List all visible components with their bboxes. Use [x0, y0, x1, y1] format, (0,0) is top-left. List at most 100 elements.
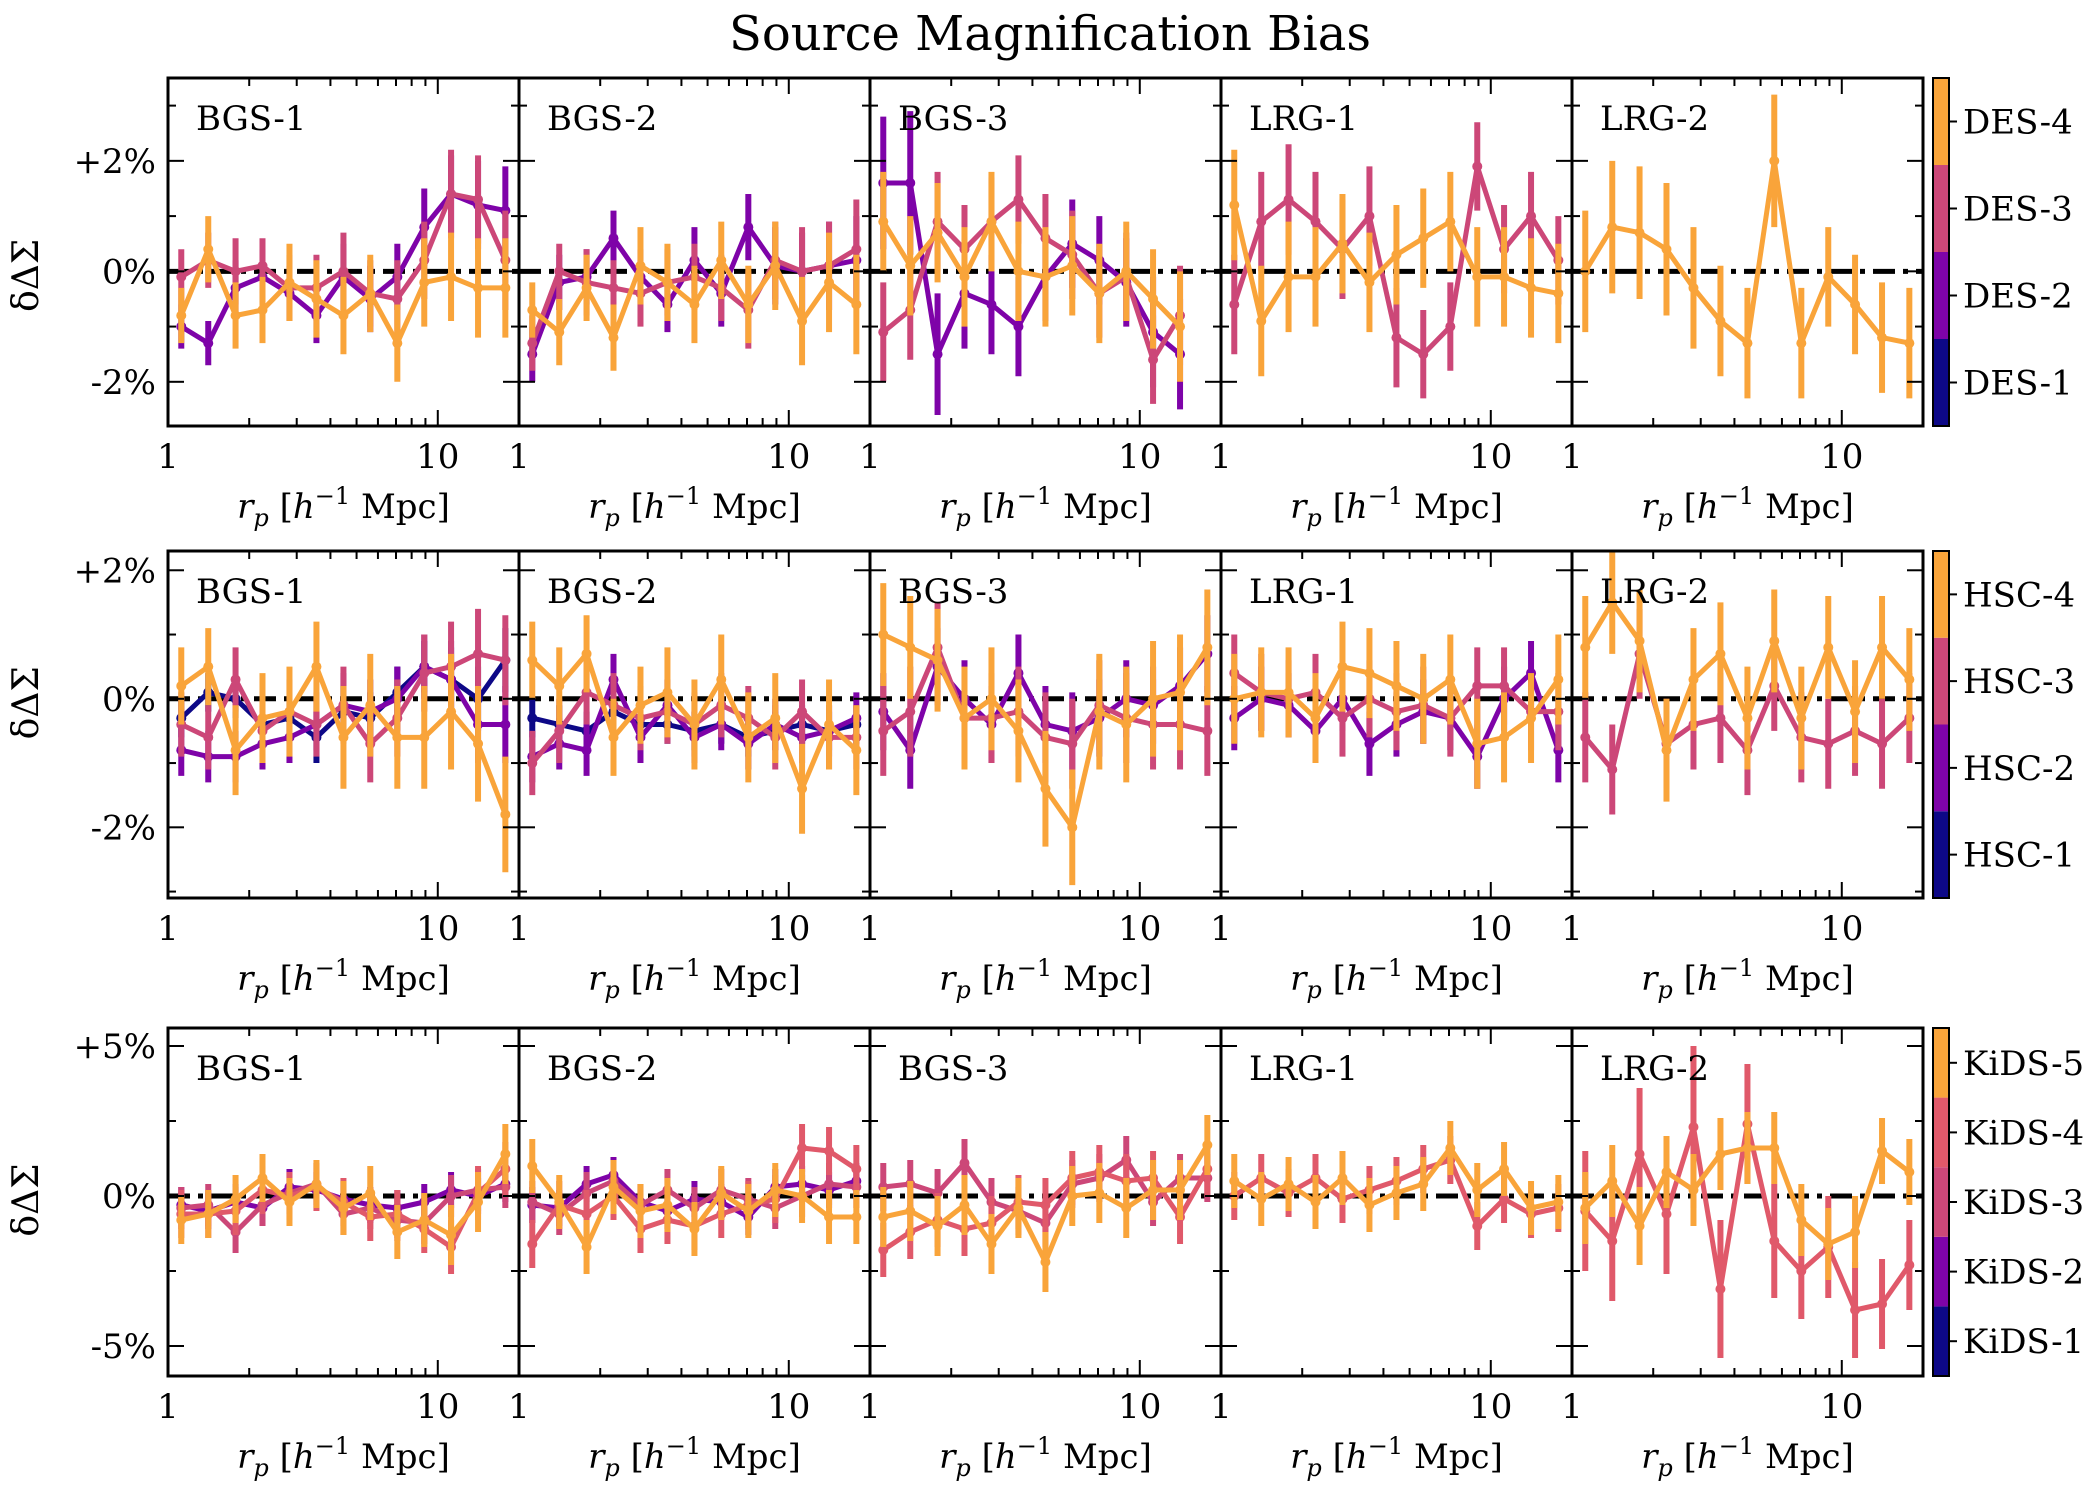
- data-point: [1391, 680, 1402, 691]
- data-point: [608, 1182, 619, 1192]
- colorbar-frame: [1932, 1027, 1950, 1377]
- data-point: [527, 1161, 538, 1171]
- data-point: [851, 1164, 862, 1174]
- x-tick-label: 10: [767, 437, 810, 477]
- series-kids-5: [1580, 1112, 1915, 1280]
- data-point: [1607, 597, 1618, 608]
- data-point: [1040, 1200, 1051, 1210]
- data-point: [1661, 1209, 1672, 1219]
- data-point: [473, 1197, 484, 1207]
- x-tick-label: 10: [1469, 1387, 1512, 1427]
- data-point: [1499, 271, 1510, 282]
- data-point: [1229, 200, 1240, 211]
- data-point: [1067, 1191, 1078, 1201]
- data-point: [1742, 1143, 1753, 1153]
- data-point: [932, 227, 943, 238]
- panel-hsc-bgs-1: 1 10 +2% 0% -2% BGS-1 rp [h−1 Mpc]: [74, 549, 521, 1004]
- data-point: [392, 338, 403, 349]
- data-point: [1310, 713, 1321, 724]
- data-point: [1418, 349, 1429, 360]
- series-kids-5: [176, 1124, 511, 1265]
- panel-des-bgs-3: 1 10 BGS-3 rp [h−1 Mpc]: [859, 76, 1223, 532]
- data-point: [1364, 211, 1375, 222]
- data-point: [932, 349, 943, 360]
- data-point: [878, 327, 889, 338]
- y-tick-label: 0%: [102, 252, 156, 292]
- colorbar-segment: [1933, 1097, 1949, 1168]
- colorbar-label: HSC-2: [1963, 749, 2075, 789]
- x-tick-label: 10: [1118, 909, 1161, 949]
- row-hsc: δΔΣ 1 10 +2% 0% -2% BGS-1 rp [h−1 Mpc] 1 10 BGS-2 r…: [6, 549, 2075, 1004]
- data-point: [500, 655, 511, 666]
- y-tick-label: +5%: [74, 1027, 156, 1067]
- data-point: [932, 655, 943, 666]
- data-point: [1607, 764, 1618, 775]
- x-tick-label: 10: [416, 1387, 459, 1427]
- data-point: [689, 719, 700, 730]
- panel-des-lrg-2: 1 10 LRG-2 rp [h−1 Mpc]: [1561, 76, 1925, 532]
- y-tick-label: 0%: [102, 680, 156, 720]
- data-point: [1148, 354, 1159, 365]
- x-tick-label: 1: [1561, 1387, 1583, 1427]
- data-point: [1418, 233, 1429, 244]
- data-point: [500, 809, 511, 820]
- data-point: [473, 738, 484, 749]
- data-point: [1013, 725, 1024, 736]
- data-point: [1337, 238, 1348, 249]
- panel-label: BGS-1: [196, 99, 306, 139]
- data-point: [1256, 687, 1267, 698]
- data-point: [1715, 1284, 1726, 1294]
- data-point: [959, 1158, 970, 1168]
- data-point: [1283, 271, 1294, 282]
- data-point: [905, 642, 916, 653]
- data-point: [446, 189, 457, 199]
- plot-grid: δΔΣ 1 10 +2% 0% -2% BGS-1 rp [h−1 Mpc] 1 10 BGS-2 r…: [6, 76, 2084, 1482]
- panel-frame: [1570, 549, 1925, 900]
- panel-label: LRG-1: [1249, 99, 1358, 139]
- panel-hsc-lrg-1: 1 10 LRG-1 rp [h−1 Mpc]: [1210, 549, 1574, 1004]
- colorbar-label: KiDS-1: [1963, 1322, 2084, 1362]
- data-point: [1472, 161, 1483, 172]
- data-point: [1769, 155, 1780, 166]
- data-point: [338, 1203, 349, 1213]
- data-point: [1553, 674, 1564, 685]
- panel-label: LRG-1: [1249, 1049, 1358, 1089]
- panel-label: BGS-2: [547, 572, 657, 612]
- x-tick-label: 1: [157, 437, 179, 477]
- colorbar-segment: [1933, 811, 1949, 898]
- data-point: [1040, 1257, 1051, 1267]
- data-point: [500, 1149, 511, 1159]
- data-point: [446, 271, 457, 282]
- data-point: [1256, 216, 1267, 227]
- data-point: [1877, 1146, 1888, 1156]
- data-point: [1013, 266, 1024, 277]
- data-point: [716, 674, 727, 685]
- data-point: [311, 1179, 322, 1189]
- panel-des-bgs-1: 1 10 +2% 0% -2% BGS-1 rp [h−1 Mpc]: [74, 76, 521, 532]
- data-point: [851, 299, 862, 310]
- x-tick-label: 10: [1820, 909, 1863, 949]
- x-tick-label: 10: [1820, 437, 1863, 477]
- data-point: [365, 700, 376, 711]
- colorbar-segment: [1933, 339, 1949, 426]
- data-point: [1526, 282, 1537, 293]
- colorbar-kids: KiDS-1 KiDS-2 KiDS-3 KiDS-4 KiDS-5: [1932, 1027, 2084, 1377]
- data-point: [419, 277, 430, 288]
- x-axis-label: rp [h−1 Mpc]: [1290, 482, 1503, 532]
- data-point: [446, 1191, 457, 1201]
- data-point: [1553, 288, 1564, 299]
- colorbar-des: DES-1 DES-2 DES-3 DES-4: [1932, 77, 2073, 427]
- data-point: [1526, 211, 1537, 222]
- data-point: [905, 706, 916, 717]
- data-point: [1175, 321, 1186, 332]
- data-point: [1688, 1185, 1699, 1195]
- data-point: [824, 1179, 835, 1189]
- data-point: [203, 244, 214, 255]
- x-tick-label: 1: [508, 437, 530, 477]
- data-point: [770, 260, 781, 271]
- x-tick-label: 10: [767, 909, 810, 949]
- data-point: [1688, 674, 1699, 685]
- data-point: [1715, 713, 1726, 724]
- panel-hsc-lrg-2: 1 10 LRG-2 rp [h−1 Mpc]: [1561, 549, 1925, 1004]
- colorbar-segment: [1933, 1306, 1949, 1376]
